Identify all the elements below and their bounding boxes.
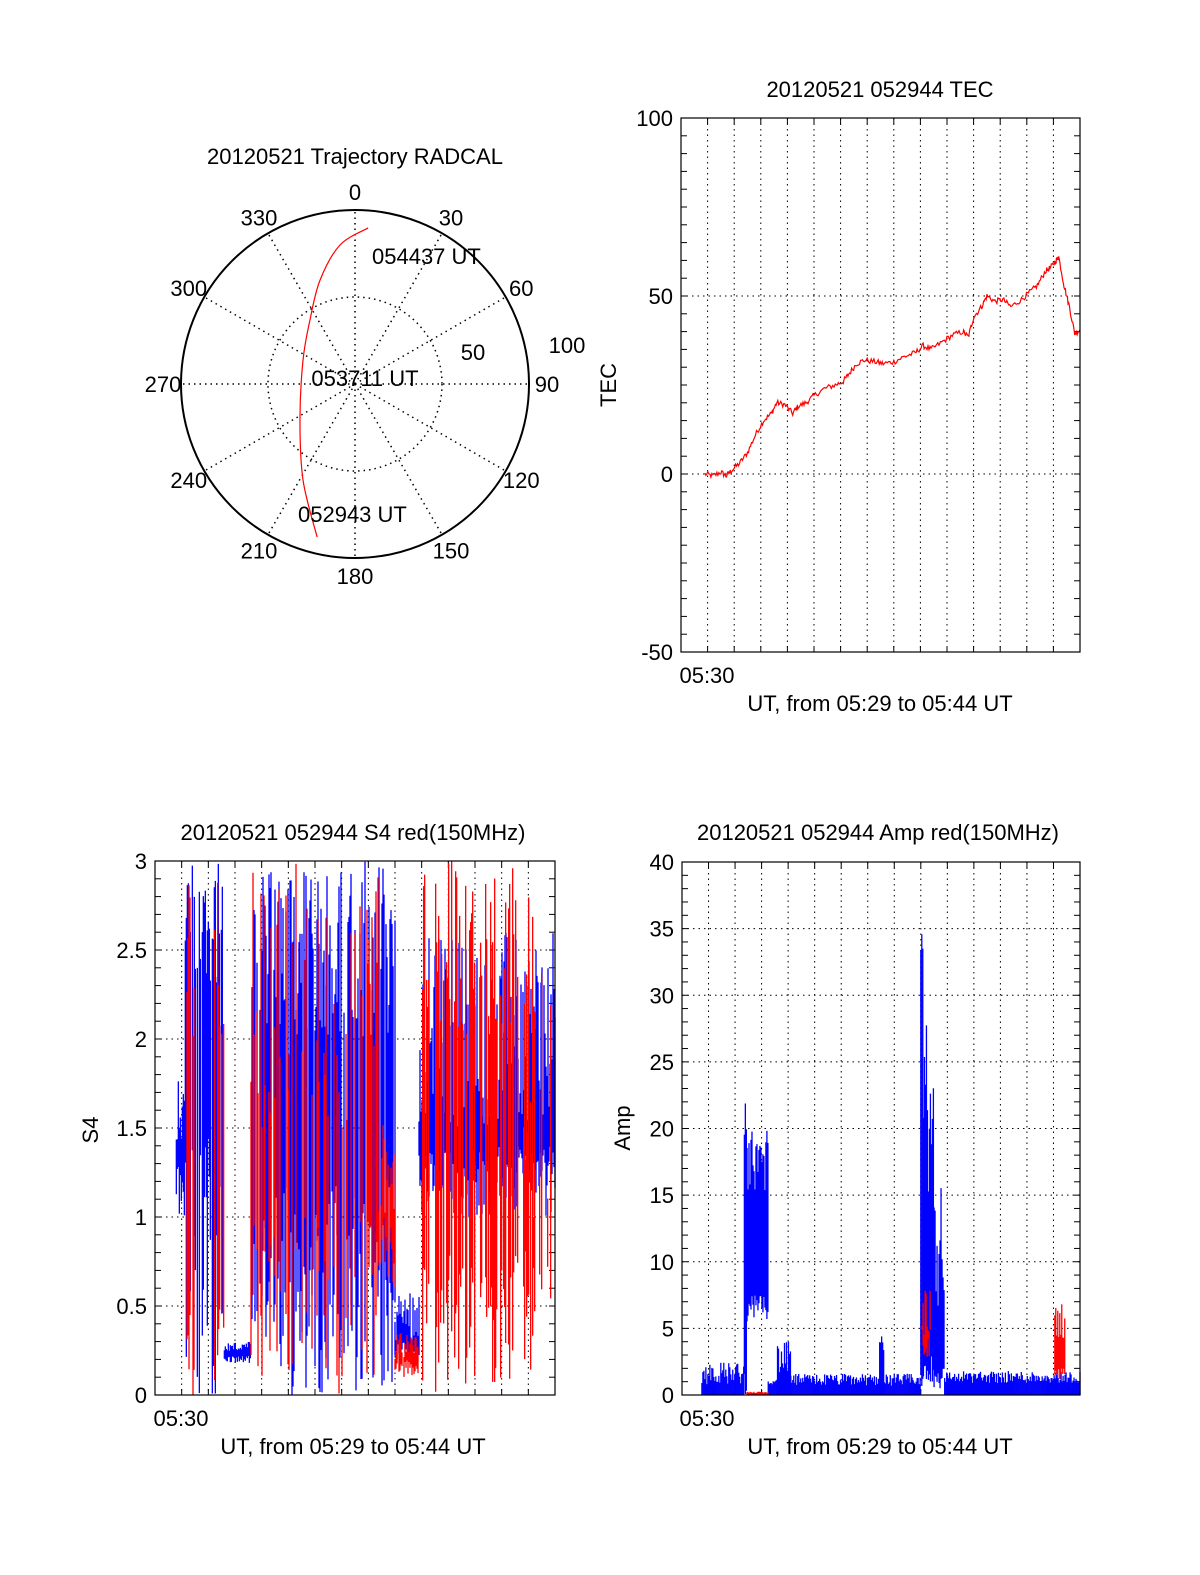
tec-line: [704, 256, 1081, 480]
trajectory-line: [299, 227, 369, 538]
amp-frame: [681, 861, 1081, 1396]
s4-title: 20120521 052944 S4 red(150MHz): [181, 820, 526, 845]
angle-label-330: 330: [241, 206, 278, 231]
amp-ytick-label-40: 40: [650, 850, 674, 875]
angle-label-0: 0: [349, 180, 361, 205]
angle-label-270: 270: [145, 372, 182, 397]
amp-plot: 20120521 052944 Amp red(150MHz) UT, from…: [610, 820, 1081, 1459]
spoke-60: [354, 296, 507, 385]
s4-frame: [154, 860, 556, 1396]
angle-label-90: 90: [535, 372, 559, 397]
tec-xlabel: UT, from 05:29 to 05:44 UT: [747, 691, 1012, 716]
angle-label-300: 300: [170, 276, 207, 301]
tec-frame: [680, 117, 1081, 653]
amp-xlabel: UT, from 05:29 to 05:44 UT: [747, 1434, 1012, 1459]
s4-ytick-label-2: 2: [135, 1027, 147, 1052]
s4-series: [175, 861, 556, 1395]
amp-ytick-label-20: 20: [650, 1117, 674, 1142]
amp-ytick-label-35: 35: [650, 917, 674, 942]
s4-ylabel: S4: [78, 1117, 103, 1144]
spoke-300: [203, 296, 356, 385]
polar-title: 20120521 Trajectory RADCAL: [207, 144, 503, 169]
s4-plot: 20120521 052944 S4 red(150MHz) UT, from …: [78, 820, 556, 1459]
radius-label-50: 50: [461, 340, 485, 365]
tec-title: 20120521 052944 TEC: [766, 77, 993, 102]
annotation-start: 052943 UT: [298, 502, 407, 527]
angle-label-240: 240: [170, 468, 207, 493]
radius-label-100: 100: [549, 333, 586, 358]
amp-title: 20120521 052944 Amp red(150MHz): [697, 820, 1059, 845]
spoke-330: [267, 232, 356, 385]
s4-ytick-label-2.5: 2.5: [116, 938, 147, 963]
amp-xtick-label: 05:30: [679, 1406, 734, 1431]
spoke-30: [354, 232, 443, 385]
annotation-mid: 053711 UT: [311, 366, 418, 391]
amp-ytick-label-0: 0: [662, 1383, 674, 1408]
s4-xlabel: UT, from 05:29 to 05:44 UT: [220, 1434, 485, 1459]
spoke-120: [354, 383, 507, 472]
angle-label-150: 150: [433, 538, 470, 563]
tec-plot: 20120521 052944 TEC UT, from 05:29 to 05…: [596, 77, 1081, 716]
s4-ytick-label-0.5: 0.5: [116, 1294, 147, 1319]
tec-ytick-label--50: -50: [641, 640, 673, 665]
s4-ytick-label-1.5: 1.5: [116, 1116, 147, 1141]
s4-ytick-label-3: 3: [135, 849, 147, 874]
tec-ylabel: TEC: [596, 363, 621, 407]
amp-ytick-label-25: 25: [650, 1050, 674, 1075]
angle-label-180: 180: [337, 564, 374, 589]
s4-ytick-label-1: 1: [135, 1205, 147, 1230]
ring-50: [267, 296, 443, 472]
spoke-150: [354, 383, 443, 536]
annotation-end: 054437 UT: [372, 244, 481, 269]
angle-label-60: 60: [509, 276, 533, 301]
ring-100: [180, 209, 530, 559]
angle-label-210: 210: [241, 538, 278, 563]
angle-label-30: 30: [439, 206, 463, 231]
angle-label-120: 120: [503, 468, 540, 493]
spoke-210: [267, 383, 356, 536]
s4-xtick-label: 05:30: [153, 1406, 208, 1431]
spoke-240: [203, 383, 356, 472]
amp-series: [701, 934, 1081, 1395]
tec-ytick-label-100: 100: [636, 106, 673, 131]
amp-ytick-label-30: 30: [650, 983, 674, 1008]
amp-ytick-label-5: 5: [662, 1316, 674, 1341]
amp-ytick-label-15: 15: [650, 1183, 674, 1208]
tec-ytick-label-50: 50: [649, 284, 673, 309]
s4-ytick-label-0: 0: [135, 1383, 147, 1408]
tec-xtick-label: 05:30: [679, 663, 734, 688]
tec-ytick-label-0: 0: [661, 462, 673, 487]
amp-ylabel: Amp: [610, 1105, 635, 1150]
amp-ytick-label-10: 10: [650, 1250, 674, 1275]
polar-trajectory-plot: 20120521 Trajectory RADCAL 0 30 60 90 120 150…: [145, 144, 586, 589]
